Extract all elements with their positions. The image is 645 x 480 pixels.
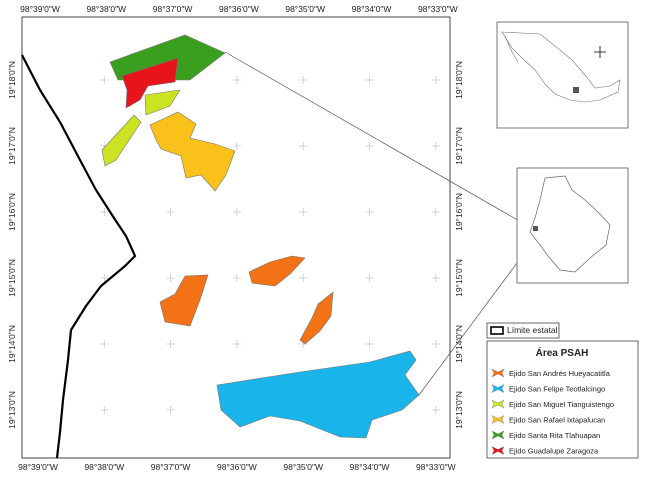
top-coord-label: 98°33'0"W (418, 4, 458, 14)
legend-boundary-box (486, 322, 560, 339)
top-coord-label: 98°36'0"W (219, 4, 259, 14)
coordinate-labels: 98°39'0"W 98°38'0"W 98°37'0"W 98°36'0"W 98°3… (7, 4, 464, 472)
area-san-miguel (144, 89, 181, 116)
grid-cross (299, 76, 308, 84)
grid-cross (299, 274, 308, 282)
baja-shape (504, 35, 519, 63)
left-coord-label: 19°17'0"N (7, 127, 17, 165)
grid-cross (365, 208, 374, 216)
legend-entries: Ejido San Andrés Hueyacatitla Ejido San F… (491, 368, 614, 456)
legend-swatch (491, 430, 505, 440)
grid-cross (232, 208, 241, 216)
grid-cross (100, 208, 109, 216)
right-coord-label: 19°14'0"N (454, 325, 464, 363)
grid-cross (365, 274, 374, 282)
area-santa-rita (109, 34, 226, 81)
north-arrow (594, 46, 606, 58)
grid-cross (365, 142, 374, 150)
grid-cross (299, 142, 308, 150)
left-coord-label: 19°14'0"N (7, 325, 17, 363)
left-coord-label: 19°18'0"N (7, 61, 17, 99)
area-san-rafael (149, 111, 236, 192)
grid-cross (100, 76, 109, 84)
grid-cross (431, 142, 440, 150)
bottom-coord-label: 98°37'0"W (151, 462, 191, 472)
legend-label: Ejido San Rafael Ixtapalucan (509, 416, 605, 425)
grid-cross (166, 340, 175, 348)
top-coord-label: 98°38'0"W (86, 4, 126, 14)
legend-label: Ejido San Miguel Tianguistengo (509, 400, 614, 409)
mexico-shape (501, 31, 621, 103)
right-coord-label: 19°15'0"N (454, 259, 464, 297)
grid-cross (299, 208, 308, 216)
legend-swatch (491, 384, 505, 393)
grid-cross (431, 208, 440, 216)
right-coord-label: 19°17'0"N (454, 127, 464, 165)
bottom-coord-label: 98°38'0"W (84, 462, 124, 472)
left-coord-label: 19°15'0"N (7, 259, 17, 297)
grid-cross (431, 406, 440, 414)
grid-cross (100, 340, 109, 348)
legend-swatch (491, 399, 505, 409)
legend-label: Ejido Santa Rita Tlahuapan (509, 431, 600, 440)
legend-label: Ejido San Felipe Teotlalcingo (509, 385, 605, 394)
legend-swatch (491, 368, 505, 378)
right-coord-label: 19°18'0"N (454, 61, 464, 99)
legend-swatch (491, 415, 505, 424)
grid-cross (232, 274, 241, 282)
legend-label: Ejido San Andrés Hueyacatitla (509, 369, 611, 378)
bottom-coord-label: 98°39'0"W (18, 462, 58, 472)
left-coord-label: 19°13'0"N (7, 391, 17, 429)
top-coord-label: 98°35'0"W (285, 4, 325, 14)
top-coord-label: 98°39'0"W (20, 4, 60, 14)
legend: Límite estatal Área PSAH Ejido San André… (486, 322, 639, 459)
grid-cross (166, 208, 175, 216)
top-coord-label: 98°34'0"W (352, 4, 392, 14)
grid-cross (232, 340, 241, 348)
grid-cross (232, 76, 241, 84)
connector-line (224, 51, 536, 231)
area-san-andres (159, 274, 209, 327)
bottom-coord-label: 98°36'0"W (217, 462, 257, 472)
legend-label: Ejido Guadalupe Zaragoza (509, 447, 599, 456)
grid-cross (232, 142, 241, 150)
grid-cross (431, 274, 440, 282)
grid-cross (431, 76, 440, 84)
bottom-coord-label: 98°35'0"W (283, 462, 323, 472)
area-san-andres (299, 291, 334, 345)
right-coord-label: 19°13'0"N (454, 391, 464, 429)
area-san-andres (248, 255, 306, 287)
top-coord-label: 98°37'0"W (153, 4, 193, 14)
area-san-felipe (216, 350, 420, 439)
left-coord-label: 19°16'0"N (7, 193, 17, 231)
grid-cross (365, 76, 374, 84)
legend-boundary-symbol (490, 326, 504, 335)
grid-cross (166, 406, 175, 414)
grid-cross (100, 274, 109, 282)
study-area-marker (533, 226, 538, 231)
area-guadalupe (121, 57, 179, 109)
right-coord-label: 19°16'0"N (454, 193, 464, 231)
bottom-coord-label: 98°33'0"W (416, 462, 456, 472)
legend-box (486, 340, 639, 459)
grid-cross (365, 340, 374, 348)
study-area-marker (573, 87, 579, 93)
legend-boundary-label: Límite estatal (507, 325, 558, 335)
inset-puebla (516, 167, 629, 284)
legend-swatch (491, 446, 505, 455)
inset-mexico (496, 21, 629, 129)
grid-cross (166, 274, 175, 282)
areas (101, 34, 420, 439)
area-san-miguel (101, 114, 142, 167)
puebla-shape (529, 175, 611, 273)
state-boundary (21, 54, 137, 459)
grid-cross (431, 340, 440, 348)
legend-title: Área PSAH (536, 346, 589, 359)
grid-cross (100, 406, 109, 414)
bottom-coord-label: 98°34'0"W (350, 462, 390, 472)
